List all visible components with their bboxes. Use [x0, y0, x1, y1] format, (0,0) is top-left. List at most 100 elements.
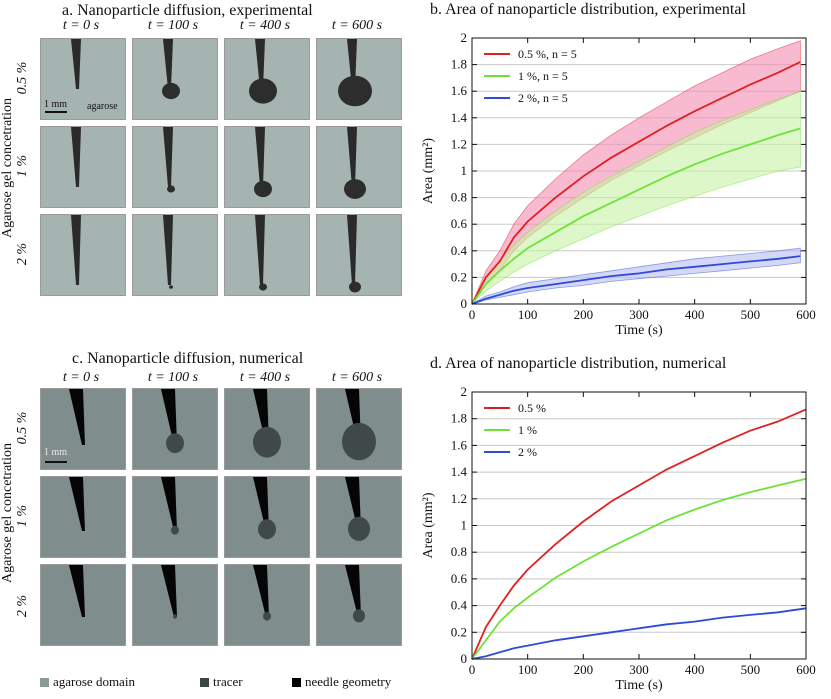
- x-tick-label: 600: [796, 307, 816, 322]
- needle-shape: [255, 39, 265, 89]
- y-tick-label: 0.6: [451, 216, 468, 231]
- diffusion-image-tile: [132, 476, 218, 558]
- needle-shape: [71, 215, 81, 285]
- diffusion-image-tile: [132, 388, 218, 470]
- legend-needle-geometry-label: needle geometry: [305, 674, 392, 689]
- y-tick-label: 1.2: [451, 491, 467, 506]
- tile-graphic: [253, 477, 276, 540]
- y-tick-label: 1.8: [451, 57, 467, 72]
- legend-needle-geometry: needle geometry: [292, 674, 391, 690]
- chart-title: d. Area of nanoparticle distribution, nu…: [430, 355, 727, 372]
- needle-shape: [163, 39, 173, 89]
- diffusion-image-tile: [132, 214, 218, 296]
- legend-agarose-domain: agarose domain: [40, 674, 135, 690]
- y-tick-label: 0.4: [451, 598, 468, 613]
- x-tick-label: 400: [685, 662, 705, 677]
- x-tick-label: 300: [629, 662, 649, 677]
- panel-c-row-0: 0.5 %: [15, 411, 30, 445]
- y-tick-label: 0.8: [451, 544, 467, 559]
- needle-shape: [347, 215, 357, 285]
- chart-b: b. Area of nanoparticle distribution, ex…: [410, 0, 831, 350]
- needle-shape: [71, 127, 81, 187]
- panel-c-y-title: Agarose gel concetration: [0, 443, 15, 583]
- diffusion-image-tile: [224, 564, 310, 646]
- tile-graphic: [254, 127, 272, 198]
- tile-graphic: [338, 39, 372, 107]
- tile-graphic: [344, 127, 366, 199]
- tile-graphic: [345, 565, 365, 623]
- needle-shape: [253, 565, 269, 617]
- x-tick-label: 200: [574, 662, 594, 677]
- tile-graphic: [163, 127, 175, 193]
- y-tick-label: 0.8: [451, 190, 467, 205]
- diffusion-image-tile: [132, 126, 218, 208]
- tracer-blob: [253, 426, 281, 458]
- panel-c-time-2: t = 400 s: [239, 370, 291, 385]
- plot-frame: [471, 391, 807, 660]
- y-tick-label: 0.4: [451, 243, 468, 258]
- tracer-blob: [254, 180, 272, 198]
- legend-agarose-domain-label: agarose domain: [53, 674, 135, 689]
- y-tick-label: 1.8: [451, 411, 467, 426]
- diffusion-image-tile: [224, 476, 310, 558]
- x-tick-label: 100: [518, 307, 538, 322]
- tile-graphic: [347, 215, 361, 293]
- series-line-0: [471, 61, 801, 305]
- needle-shape: [345, 565, 361, 617]
- needle-shape: [163, 127, 173, 187]
- diffusion-image-tile: [316, 388, 402, 470]
- tracer-blob: [166, 433, 184, 454]
- diffusion-image-tile: 1 mm agarose: [40, 38, 126, 120]
- legend-tracer: tracer: [200, 674, 243, 690]
- legend-label-0: 0.5 %: [518, 401, 546, 415]
- legend-label-0: 0.5 %, n = 5: [518, 47, 577, 61]
- series-band-2: [471, 247, 801, 305]
- tracer-blob: [162, 82, 180, 100]
- x-axis-title: Time (s): [615, 678, 663, 693]
- tracer-blob: [167, 185, 175, 193]
- diffusion-image-tile: 1 mm: [40, 388, 126, 470]
- panel-c-row-2: 2 %: [15, 594, 30, 618]
- tracer-blob: [249, 78, 277, 104]
- panel-c-time-0: t = 0 s: [62, 370, 100, 385]
- chart-b-svg: b. Area of nanoparticle distribution, ex…: [421, 1, 816, 338]
- panel-a-y-title: Agarose gel concetration: [0, 98, 15, 238]
- tracer-blob: [338, 75, 372, 107]
- scale-bar: [45, 461, 67, 463]
- x-tick-label: 600: [796, 662, 816, 677]
- needle-shape: [255, 127, 265, 187]
- chart-title: b. Area of nanoparticle distribution, ex…: [430, 1, 746, 18]
- needle-shape: [161, 477, 177, 531]
- tile-graphic: [71, 127, 81, 187]
- series-line-1: [471, 127, 801, 305]
- panel-a-row-1: 1 %: [15, 154, 30, 178]
- tracer-blob: [263, 611, 271, 621]
- x-tick-label: 400: [685, 307, 705, 322]
- y-axis-title: Area (mm²): [421, 138, 436, 204]
- diffusion-image-tile: [40, 214, 126, 296]
- x-tick-label: 100: [518, 662, 538, 677]
- tile-graphic: [161, 565, 177, 619]
- series-line-0: [471, 408, 807, 660]
- panel-a-time-3: t = 600 s: [331, 18, 383, 33]
- x-tick-label: 300: [629, 307, 649, 322]
- panel-a-row-0: 0.5 %: [15, 61, 30, 95]
- y-tick-label: 1.4: [451, 464, 468, 479]
- needle-shape: [69, 565, 85, 617]
- panel-a-time-1: t = 100 s: [147, 18, 199, 33]
- x-tick-label: 200: [574, 307, 594, 322]
- diffusion-image-tile: [316, 564, 402, 646]
- tracer-blob: [348, 516, 370, 541]
- panel-a-time-0: t = 0 s: [62, 18, 100, 33]
- chart-d: d. Area of nanoparticle distribution, nu…: [410, 346, 831, 699]
- agarose-label: agarose: [87, 101, 118, 112]
- diffusion-image-tile: [40, 476, 126, 558]
- diffusion-image-tile: [224, 388, 310, 470]
- plot-frame: [471, 37, 807, 305]
- x-tick-label: 500: [741, 307, 761, 322]
- y-tick-label: 2: [461, 30, 468, 45]
- needle-shape: [161, 389, 177, 445]
- tile-graphic: [255, 215, 267, 291]
- diffusion-image-tile: [40, 126, 126, 208]
- needle-shape: [71, 39, 81, 89]
